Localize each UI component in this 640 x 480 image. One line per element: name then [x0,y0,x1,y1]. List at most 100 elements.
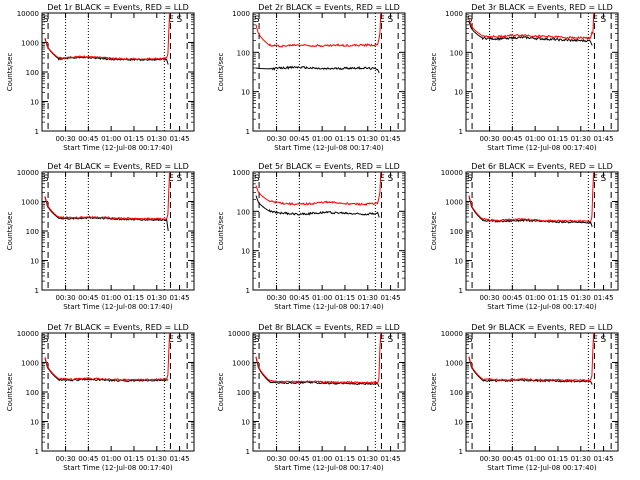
series-line-events [44,358,169,383]
x-tick-label: 01:45 [380,294,400,302]
x-tick-label: 00:45 [289,294,309,302]
detector-panel: Det 6r BLACK = Events, RED = LLD 1 10 100 10… [430,162,619,311]
marker-letter-s: S [43,335,49,345]
x-tick-label: 01:15 [124,135,144,143]
x-tick-label: 01:30 [571,455,591,463]
x-tick-label: 01:30 [147,455,167,463]
series-line-events [44,197,169,232]
y-tick-label: 1 [35,287,39,295]
series-line-lld [255,12,382,48]
x-tick-label: 00:30 [266,294,286,302]
series-line-lld [44,12,171,61]
x-axis-label: Start Time (12-Jul-08 00:17:40) [487,144,597,152]
x-tick-label: 01:15 [548,294,568,302]
x-tick-label: 00:45 [289,455,309,463]
series-line-lld [255,171,382,207]
y-tick-label: 10 [241,419,250,427]
x-tick-label: 00:30 [55,135,75,143]
x-tick-label: 00:30 [55,455,75,463]
marker-letter-e: E [592,335,598,345]
series-line-lld [44,171,171,221]
detector-panel: Det 5r BLACK = Events, RED = LLD 1 10 100 10… [217,162,406,311]
x-tick-label: 00:45 [78,294,98,302]
detector-panel: Det 1r BLACK = Events, RED = LLD 1 10 100 10… [6,3,195,152]
plot-frame [465,332,619,452]
x-tick-label: 00:30 [266,455,286,463]
y-tick-label: 100 [450,389,463,397]
marker-letter-s: S [177,174,183,184]
y-tick-label: 1000 [21,199,39,207]
detector-panel: Det 4r BLACK = Events, RED = LLD 1 10 100 10… [6,162,195,311]
series-line-events [255,65,380,74]
detector-panel: Det 8r BLACK = Events, RED = LLD 1 10 100 10… [217,323,406,472]
y-tick-label: 1 [459,128,463,136]
y-tick-label: 100 [450,49,463,57]
x-axis-label: Start Time (12-Jul-08 00:17:40) [63,303,173,311]
x-axis-label: Start Time (12-Jul-08 00:17:40) [63,144,173,152]
series-line-lld [468,12,595,40]
y-tick-label: 1000 [445,199,463,207]
x-tick-label: 01:15 [335,135,355,143]
panel-title: Det 7r BLACK = Events, RED = LLD [47,323,189,332]
plot-frame [465,171,619,291]
x-tick-label: 00:45 [289,135,309,143]
series-line-lld [468,171,595,223]
plot-frame [41,332,195,452]
series-line-lld [44,332,171,382]
marker-letter-s: S [467,335,473,345]
x-tick-label: 01:30 [147,135,167,143]
x-tick-label: 00:45 [502,455,522,463]
marker-letter-s: S [388,15,394,25]
marker-letter-s: S [43,15,49,25]
x-tick-label: 00:45 [502,294,522,302]
x-tick-label: 01:15 [548,455,568,463]
x-tick-label: 01:00 [525,455,545,463]
y-axis-label: Counts/sec [430,53,438,92]
marker-letter-s: S [601,174,607,184]
y-tick-label: 10000 [228,330,250,338]
y-axis-label: Counts/sec [217,53,225,92]
detector-panel: Det 2r BLACK = Events, RED = LLD 1 10 100 10… [217,3,406,152]
x-tick-label: 01:45 [380,455,400,463]
series-line-events [468,196,593,227]
y-tick-label: 10000 [17,10,39,18]
x-tick-label: 01:45 [593,135,613,143]
y-tick-label: 1000 [21,40,39,48]
panel-title: Det 9r BLACK = Events, RED = LLD [471,323,613,332]
x-tick-label: 00:30 [55,294,75,302]
y-tick-label: 10 [241,89,250,97]
y-tick-label: 10 [30,258,39,266]
x-tick-label: 00:45 [78,455,98,463]
x-tick-label: 01:45 [593,294,613,302]
y-tick-label: 1000 [445,10,463,18]
x-tick-label: 01:45 [593,455,613,463]
panel-title: Det 5r BLACK = Events, RED = LLD [258,162,400,171]
plot-frame [252,171,406,291]
plot-frame [465,12,619,132]
x-tick-label: 01:00 [525,294,545,302]
y-axis-label: Counts/sec [430,373,438,412]
y-tick-label: 10 [454,258,463,266]
y-tick-label: 1000 [232,169,250,177]
y-tick-label: 100 [237,49,250,57]
plot-frame [41,171,195,291]
x-tick-label: 01:15 [335,294,355,302]
y-tick-label: 1 [246,128,250,136]
y-tick-label: 1000 [232,360,250,368]
y-tick-label: 1 [246,448,250,456]
y-axis-label: Counts/sec [6,53,14,92]
detector-panel: Det 7r BLACK = Events, RED = LLD 1 10 100 10… [6,323,195,472]
marker-letter-s: S [177,335,183,345]
marker-letter-e: E [168,174,174,184]
x-tick-label: 01:45 [380,135,400,143]
marker-letter-e: E [379,335,385,345]
y-tick-label: 1 [246,287,250,295]
plot-frame [252,332,406,452]
y-tick-label: 10000 [17,330,39,338]
x-tick-label: 01:45 [169,294,189,302]
panel-title: Det 3r BLACK = Events, RED = LLD [471,3,613,12]
y-axis-label: Counts/sec [217,373,225,412]
y-tick-label: 1000 [232,10,250,18]
x-tick-label: 01:30 [571,135,591,143]
